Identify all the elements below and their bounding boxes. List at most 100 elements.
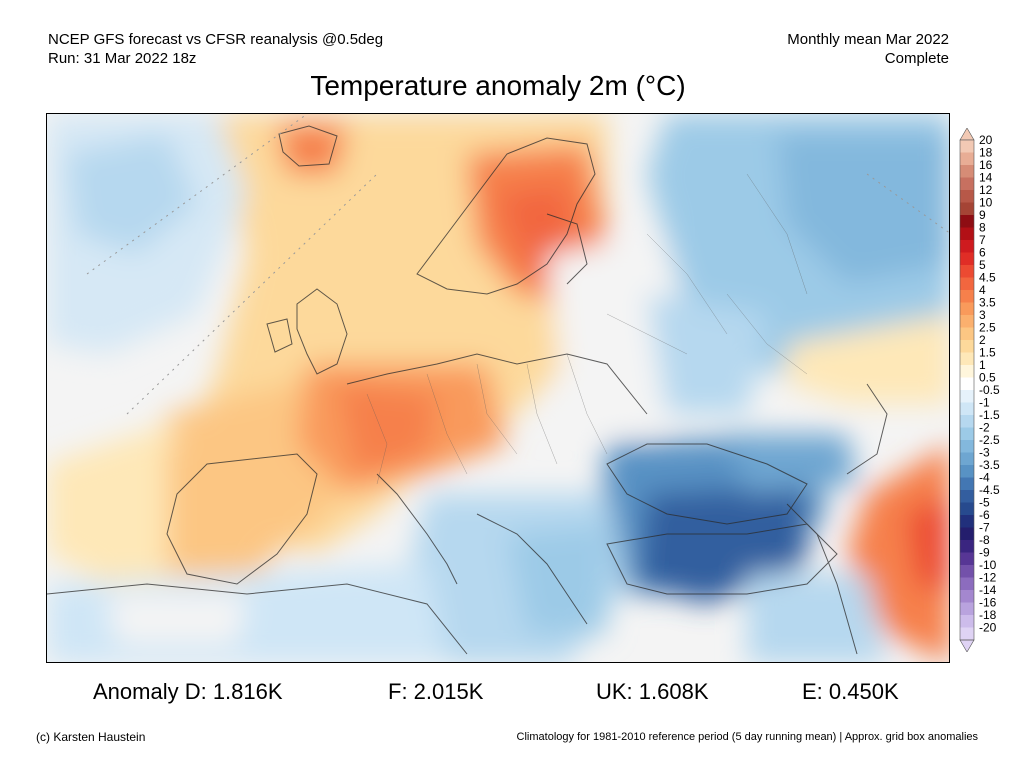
colorbar-tick-label: -5 (979, 496, 990, 510)
colorbar-tick-label: 7 (979, 233, 986, 247)
colorbar-swatch (960, 440, 974, 453)
colorbar-swatch (960, 315, 974, 328)
colorbar-tick-label: 4.5 (979, 271, 996, 285)
colorbar-tick-label: 8 (979, 221, 986, 235)
colorbar-swatch (960, 340, 974, 353)
colorbar-tick-label: 0.5 (979, 371, 996, 385)
colorbar-tick-label: -2.5 (979, 433, 1000, 447)
colorbar-swatch (960, 465, 974, 478)
colorbar-tick-label: 4 (979, 283, 986, 297)
colorbar-tick-label: -3 (979, 446, 990, 460)
colorbar-swatch (960, 177, 974, 191)
colorbar-tick-label: -12 (979, 571, 997, 585)
colorbar-swatch (960, 365, 974, 378)
colorbar-tick-label: -8 (979, 533, 990, 547)
stat-germany: Anomaly D: 1.816K (93, 679, 283, 704)
colorbar-swatch (960, 265, 974, 278)
colorbar-tick-label: -7 (979, 521, 990, 535)
colorbar-frame (959, 139, 975, 641)
map-canvas (47, 114, 949, 662)
colorbar-swatch (960, 227, 974, 241)
colorbar-tick-label: 14 (979, 171, 993, 185)
colorbar-swatch (960, 327, 974, 341)
colorbar-swatch (960, 252, 974, 266)
colorbar-swatch (960, 452, 974, 466)
coastlines (47, 125, 888, 655)
colorbar-swatch (960, 627, 974, 641)
colorbar-tick-label: 20 (979, 133, 993, 147)
colorbar-tick-label: 3 (979, 308, 986, 322)
colorbar-swatch (960, 515, 974, 528)
colorbar-swatch (960, 377, 974, 391)
stat-europe: E: 0.450K (802, 679, 899, 704)
colorbar-swatch (960, 240, 974, 253)
colorbar-swatch (960, 415, 974, 428)
colorbar-swatch (960, 577, 974, 591)
colorbar-arrow-top (959, 128, 975, 141)
colorbar-tick-label: -4 (979, 471, 990, 485)
colorbar-tick-label: -18 (979, 608, 997, 622)
climatology-note: Climatology for 1981-2010 reference peri… (516, 731, 978, 743)
run-time: Run: 31 Mar 2022 18z (48, 50, 197, 67)
colorbar-swatch (960, 202, 974, 216)
colorbar-tick-label: -4.5 (979, 483, 1000, 497)
colorbar-tick-label: -16 (979, 596, 997, 610)
colorbar-swatch (960, 427, 974, 441)
colorbar-tick-label: 2 (979, 333, 986, 347)
colorbar-tick-label: -1.5 (979, 408, 1000, 422)
colorbar-swatch (960, 590, 974, 603)
colorbar-tick-label: 10 (979, 196, 993, 210)
colorbar-swatch (960, 140, 974, 153)
colorbar-tick-label: -3.5 (979, 458, 1000, 472)
map-title: Temperature anomaly 2m (°C) (310, 70, 686, 101)
colorbar-tick-label: 2.5 (979, 321, 996, 335)
copyright: (c) Karsten Haustein (36, 730, 146, 744)
colorbar-swatch (960, 565, 974, 578)
graticule (86, 114, 949, 415)
header-left: NCEP GFS forecast vs CFSR reanalysis @0.… (48, 30, 383, 68)
colorbar-tick-label: 3.5 (979, 296, 996, 310)
colorbar-tick-label: -20 (979, 621, 997, 635)
colorbar-tick-label: 1.5 (979, 346, 996, 360)
colorbar-swatch (960, 190, 974, 203)
colorbar-swatch (960, 165, 974, 178)
colorbar-tick-label: 16 (979, 158, 993, 172)
colorbar-swatch (960, 552, 974, 566)
stat-france: F: 2.015K (388, 679, 484, 704)
model-description: NCEP GFS forecast vs CFSR reanalysis @0.… (48, 31, 384, 48)
colorbar-swatch (960, 602, 974, 616)
colorbar-tick-label: 6 (979, 246, 986, 260)
colorbar-swatch (960, 527, 974, 541)
completion-status: Complete (884, 50, 949, 67)
colorbar-swatch (960, 215, 974, 228)
colorbar-tick-label: -10 (979, 558, 997, 572)
colorbar-swatch (960, 402, 974, 416)
colorbar-swatch (960, 152, 974, 166)
colorbar-swatch (960, 540, 974, 553)
colorbar-tick-label: 1 (979, 358, 986, 372)
country-borders (366, 173, 808, 485)
colorbar-swatch (960, 302, 974, 316)
anomaly-map (46, 113, 950, 663)
colorbar-tick-label: 5 (979, 258, 986, 272)
period-label: Monthly mean Mar 2022 (787, 31, 949, 48)
colorbar-tick-label: 9 (979, 208, 986, 222)
colorbar-tick-label: 12 (979, 183, 993, 197)
colorbar-swatch (960, 490, 974, 503)
colorbar-swatch (960, 290, 974, 303)
stat-uk: UK: 1.608K (596, 679, 709, 704)
colorbar-tick-label: -6 (979, 508, 990, 522)
colorbar-swatch (960, 277, 974, 291)
header-right: Monthly mean Mar 2022 Complete (787, 30, 949, 68)
colorbar: 201816141210987654.543.532.521.510.5-0.5… (959, 128, 1000, 652)
colorbar-swatch (960, 502, 974, 516)
colorbar-arrow-bottom (959, 639, 975, 652)
colorbar-tick-label: -14 (979, 583, 997, 597)
colorbar-swatch (960, 390, 974, 403)
colorbar-tick-label: -1 (979, 396, 990, 410)
colorbar-tick-label: -2 (979, 421, 990, 435)
colorbar-tick-label: -0.5 (979, 383, 1000, 397)
colorbar-swatch (960, 477, 974, 491)
colorbar-tick-label: 18 (979, 146, 993, 160)
colorbar-tick-label: -9 (979, 546, 990, 560)
